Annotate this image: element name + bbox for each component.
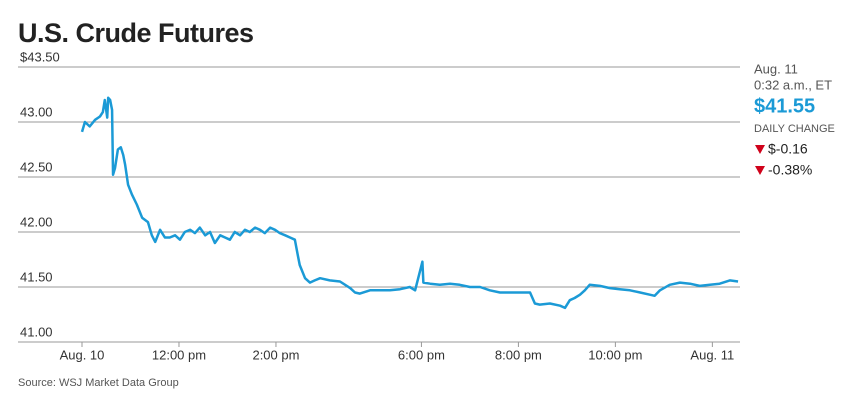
x-tick-label: 12:00 pm [152,347,206,362]
y-tick-label: 41.50 [20,269,53,284]
quote-price: $41.55 [754,95,815,117]
source-note: Source: WSJ Market Data Group [18,377,179,389]
change-label: DAILY CHANGE [754,123,835,135]
y-tick-label: 42.50 [20,159,53,174]
y-tick-label: 42.00 [20,214,53,229]
x-tick-label: 10:00 pm [588,347,642,362]
x-tick-label: 6:00 pm [398,347,445,362]
change-percent: -0.38% [768,162,812,178]
price-line [80,96,739,310]
x-tick-label: 2:00 pm [252,347,299,362]
y-tick-label: 41.00 [20,324,53,339]
quote-time: 0:32 a.m., ET [754,77,832,92]
chart-title: U.S. Crude Futures [18,18,254,48]
y-tick-label: $43.50 [20,49,60,64]
y-tick-label: 43.00 [20,104,53,119]
down-arrow [755,145,765,154]
x-tick-label: Aug. 10 [60,347,105,362]
quote-date: Aug. 11 [754,61,798,76]
change-value: $-0.16 [768,141,808,157]
down-arrow [755,166,765,175]
x-tick-label: Aug. 11 [690,347,734,362]
x-tick-label: 8:00 pm [495,347,542,362]
